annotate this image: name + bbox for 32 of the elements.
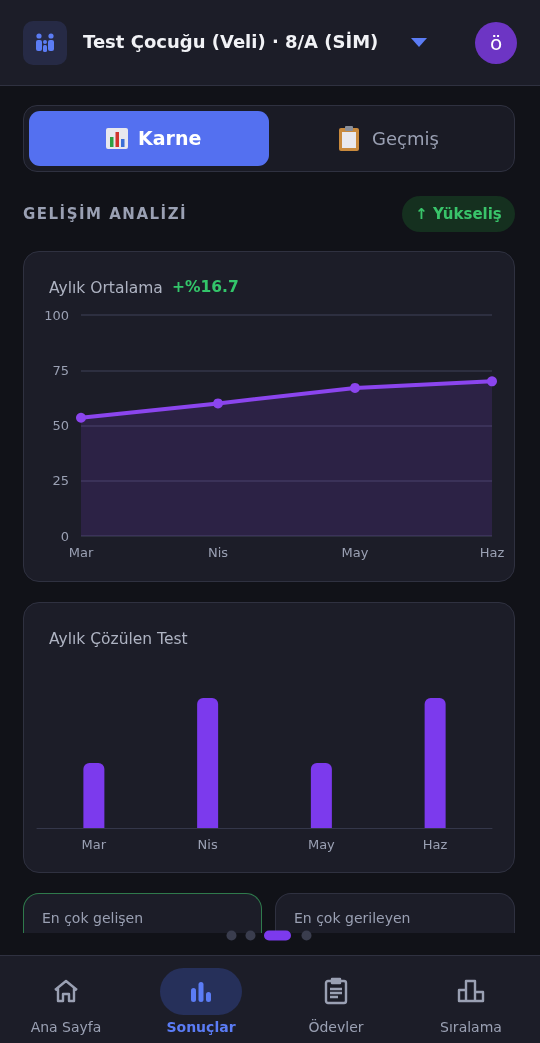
text: Ana Sayfa xyxy=(29,1019,103,1035)
x-tick-label: Haz xyxy=(479,545,505,560)
point xyxy=(350,382,360,393)
y-tick-label: 100 xyxy=(44,307,69,323)
y-tick-label: 0 xyxy=(60,528,69,544)
y-tick-label: 25 xyxy=(52,473,69,489)
x-tick-label: Nis xyxy=(197,837,218,852)
text: Geçmiş xyxy=(372,128,439,149)
point xyxy=(487,376,497,387)
x-tick-label: Mar xyxy=(81,837,107,852)
text: Karne xyxy=(138,127,202,149)
text: ↑ Yükseliş xyxy=(402,196,515,232)
point xyxy=(213,398,223,409)
x-tick-label: Haz xyxy=(422,837,448,852)
text: Ödevler xyxy=(307,1019,365,1035)
y-tick-label: 75 xyxy=(52,362,69,378)
text: Sonuçlar xyxy=(165,1019,237,1035)
text: GELİŞİM ANALİZİ xyxy=(23,205,188,223)
x-tick-label: May xyxy=(307,837,336,852)
x-tick-label: Mar xyxy=(68,545,94,560)
text: Test Çocuğu (Veli) · 8/A (SİM) xyxy=(83,31,379,52)
chart-subtitle: +%16.7 xyxy=(172,278,239,296)
x-tick-label: May xyxy=(341,545,369,560)
text: En çok gelişen xyxy=(42,910,144,926)
chart-title: Aylık Çözülen Test xyxy=(49,630,188,648)
text: En çok gerileyen xyxy=(294,910,411,926)
text: Sıralama xyxy=(439,1019,503,1035)
y-tick-label: 50 xyxy=(52,418,69,433)
x-tick-label: Nis xyxy=(207,545,229,560)
chart-title: Aylık Ortalama xyxy=(49,279,163,297)
point xyxy=(76,412,86,423)
text: ö xyxy=(475,22,517,64)
